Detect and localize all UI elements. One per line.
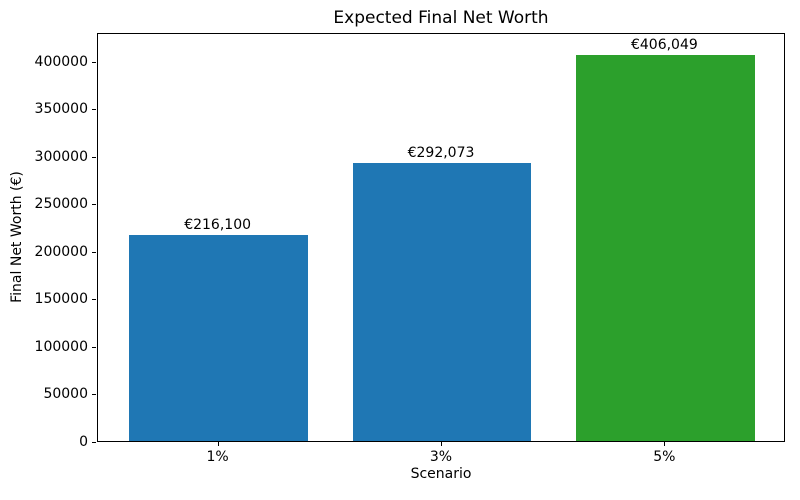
y-tick-mark <box>92 251 96 253</box>
bar-value-label: €216,100 <box>184 217 252 234</box>
y-tick-mark <box>92 394 96 396</box>
y-tick-label: 250000 <box>34 196 88 213</box>
y-tick-label: 300000 <box>34 148 88 165</box>
x-tick-mark <box>441 442 442 446</box>
y-tick-mark <box>92 109 96 111</box>
y-tick-mark <box>92 204 96 206</box>
y-tick-label: 350000 <box>34 101 88 118</box>
y-tick-label: 150000 <box>34 291 88 308</box>
x-axis-label: Scenario <box>410 466 472 482</box>
y-tick-label: 400000 <box>34 53 88 70</box>
bar-1% <box>129 235 308 441</box>
bar-value-label: €406,049 <box>630 36 698 53</box>
y-tick-label: 100000 <box>34 338 88 355</box>
y-tick-mark <box>92 442 96 443</box>
y-tick-mark <box>92 346 96 348</box>
x-tick-mark <box>217 442 219 446</box>
x-tick-mark <box>664 442 666 446</box>
x-tick-label: 5% <box>653 449 676 465</box>
y-tick-label: 0 <box>79 434 88 450</box>
bar-value-label: €292,073 <box>407 145 475 162</box>
y-tick-mark <box>92 61 96 63</box>
x-tick-label: 3% <box>429 449 453 465</box>
y-axis-label: Final Net Worth (€) <box>9 171 25 303</box>
y-tick-label: 200000 <box>34 243 88 260</box>
y-tick-mark <box>92 299 96 301</box>
y-tick-mark <box>92 156 96 158</box>
x-tick-label: 1% <box>206 449 229 465</box>
chart-title: Expected Final Net Worth <box>333 8 549 28</box>
bar-3% <box>352 163 532 441</box>
y-tick-label: 50000 <box>43 386 88 403</box>
bar-5% <box>576 54 755 441</box>
plot-area <box>97 33 785 442</box>
